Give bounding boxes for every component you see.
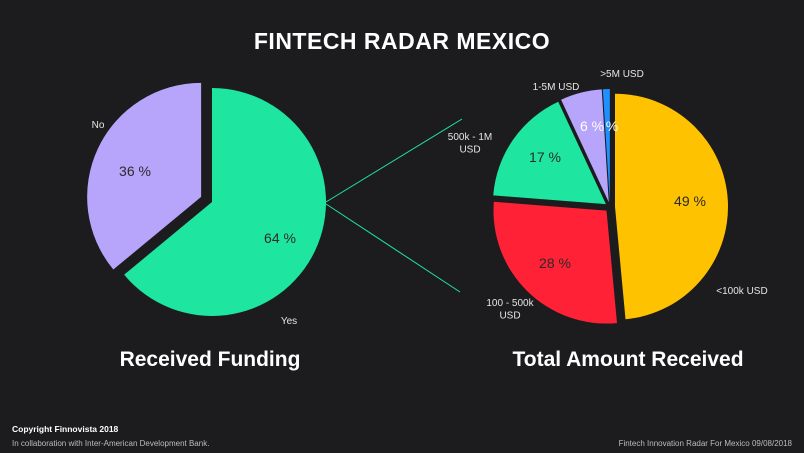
page-title: FINTECH RADAR MEXICO <box>253 28 551 54</box>
category-label-1-5m-usd: 1-5M USD <box>533 82 580 93</box>
data-label-yes: 64 % <box>264 230 296 246</box>
collaboration-text: In collaboration with Inter-American Dev… <box>12 439 210 448</box>
connector-lines <box>325 118 463 293</box>
category-label-100-500k-usd: 100 - 500k USD <box>486 298 534 322</box>
total-amount-pie: 49 % <100k USD 28 % 100 - 500k USD 17 % 500k -… <box>448 69 768 324</box>
pie-slice-5m-usd <box>602 89 610 203</box>
pie-slice-100-500k-usd <box>493 201 618 324</box>
pie-slice-100k-usd <box>614 93 729 320</box>
category-label-no: No <box>92 120 105 131</box>
copyright-text: Copyright Finnovista 2018 <box>12 424 119 434</box>
pie-slice-1-5m-usd <box>561 89 609 203</box>
received-funding-pie: 64 % Yes 36 % No <box>87 82 326 327</box>
data-label-500k-1m-usd: 17 % <box>529 149 561 165</box>
data-label-100-500k-usd: 28 % <box>539 255 571 271</box>
data-label-100k-usd: 49 % <box>674 193 706 209</box>
pie-slice-500k-1m-usd <box>493 101 606 205</box>
pie-slice-yes <box>124 88 326 316</box>
received-funding-title: Received Funding <box>119 348 301 371</box>
connector-line-top <box>325 118 463 203</box>
category-label-5m-usd: >5M USD <box>600 69 644 80</box>
pie-slice-no <box>87 82 202 270</box>
category-label-yes: Yes <box>281 316 297 327</box>
category-label-500k-1m-usd: 500k - 1M USD <box>448 132 492 156</box>
data-label-5m-usd: % <box>606 118 618 134</box>
category-label-100k-usd: <100k USD <box>716 286 767 297</box>
data-label-1-5m-usd: 6 % <box>580 118 604 134</box>
source-note: Fintech Innovation Radar For Mexico 09/0… <box>618 439 792 448</box>
total-amount-title: Total Amount Received <box>512 348 744 371</box>
connector-line-bottom <box>325 203 461 293</box>
data-label-no: 36 % <box>119 163 151 179</box>
